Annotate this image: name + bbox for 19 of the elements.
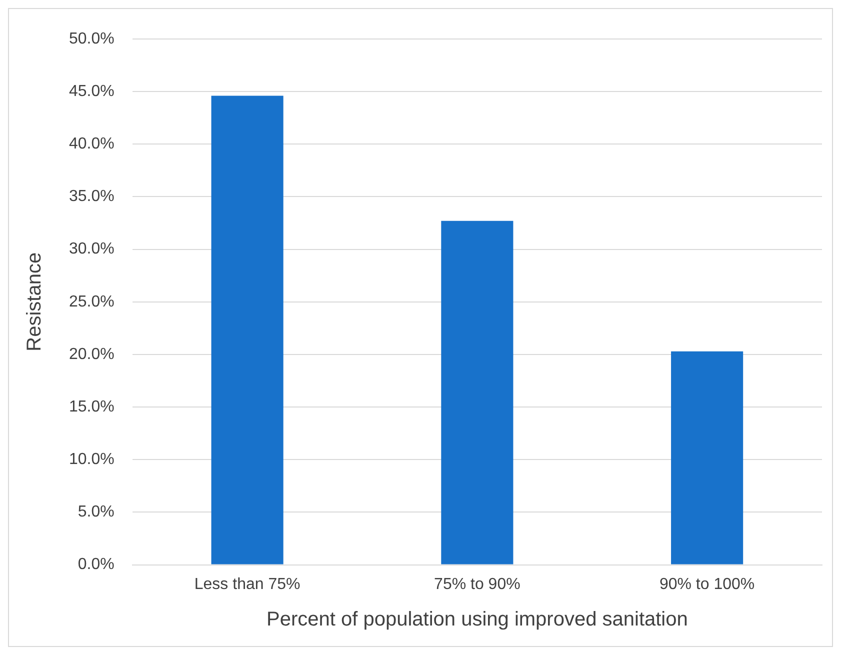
bar (671, 351, 744, 564)
y-tick-label: 5.0% (78, 504, 114, 521)
bar (441, 220, 514, 564)
x-tick-label: Less than 75% (194, 576, 300, 593)
x-axis-title: Percent of population using improved sanitation (266, 608, 688, 631)
y-tick-label: 35.0% (68, 188, 114, 206)
x-tick-label: 90% to 100% (659, 576, 755, 593)
y-tick-label: 20.0% (68, 346, 114, 363)
y-tick-label: 15.0% (68, 398, 114, 416)
y-axis-title: Resistance (24, 252, 46, 352)
y-tick-label: 30.0% (68, 240, 114, 258)
y-tick-label: 0.0% (78, 556, 114, 574)
y-tick-label: 25.0% (68, 293, 114, 310)
bar (211, 96, 284, 564)
y-tick-label: 10.0% (68, 451, 114, 468)
y-tick-label: 40.0% (68, 136, 114, 153)
y-tick-label: 45.0% (68, 82, 114, 100)
y-tick-label: 50.0% (68, 30, 114, 48)
x-tick-label: 75% to 90% (434, 576, 520, 593)
